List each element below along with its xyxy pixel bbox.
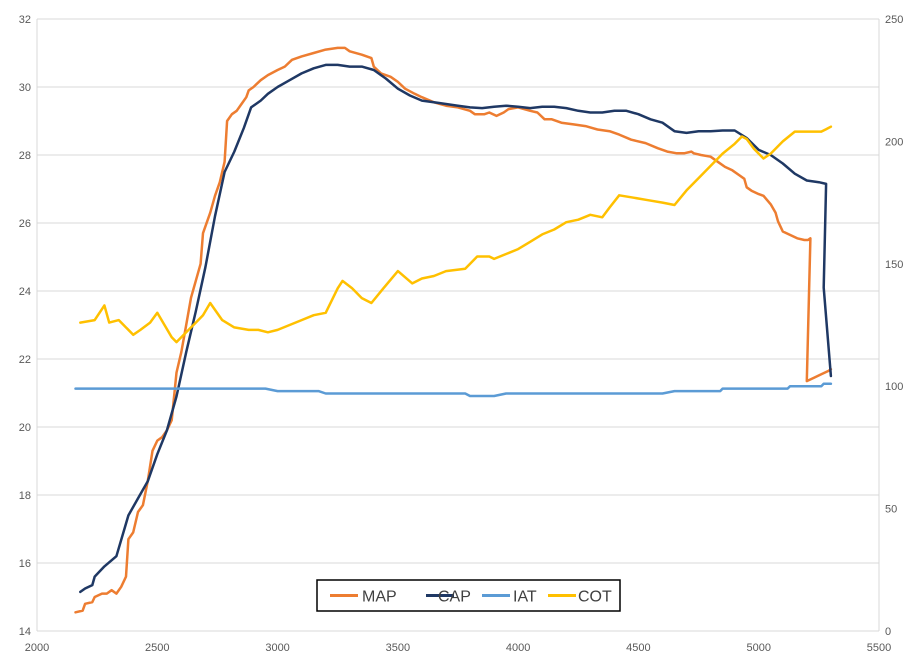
y-left-tick-label: 28: [19, 150, 31, 162]
x-tick-label: 3000: [265, 642, 289, 654]
y-left-tick-label: 16: [19, 558, 31, 570]
y-left-tick-label: 18: [19, 490, 31, 502]
y-left-tick-label: 32: [19, 14, 31, 26]
y-left-tick-label: 22: [19, 354, 31, 366]
series-iat-line: [74, 382, 833, 398]
axes: 14 16 18 20 22 24 26 28 30 32 0 50 100 150 200 250 2000 2…: [19, 14, 904, 654]
y-right-tick-label: 50: [885, 504, 897, 516]
x-tick-label: 4500: [626, 642, 650, 654]
legend-label-map: MAP: [362, 589, 397, 606]
gridlines: [36, 18, 880, 632]
y-left-tick-label: 30: [19, 82, 31, 94]
y-left-tick-label: 26: [19, 218, 31, 230]
y-left-tick-label: 24: [19, 286, 31, 298]
y-left-tick-label: 20: [19, 422, 31, 434]
y-right-tick-label: 250: [885, 14, 903, 26]
series-cot-line: [79, 125, 833, 344]
legend-label-cap: CAP: [438, 589, 471, 606]
y-right-tick-label: 0: [885, 626, 891, 638]
y-right-tick-label: 200: [885, 136, 903, 148]
legend: MAP CAP IAT COT: [316, 579, 621, 612]
y-left-tick-label: 14: [19, 626, 31, 638]
x-tick-label: 4000: [506, 642, 530, 654]
x-tick-label: 3500: [386, 642, 410, 654]
x-tick-label: 5000: [746, 642, 770, 654]
y-right-tick-label: 150: [885, 259, 903, 271]
x-tick-label: 5500: [867, 642, 891, 654]
y-right-tick-label: 100: [885, 381, 903, 393]
x-tick-label: 2000: [25, 642, 49, 654]
legend-label-cot: COT: [578, 589, 612, 606]
series-lines: [74, 46, 833, 614]
series-cap-line: [79, 63, 833, 594]
legend-label-iat: IAT: [513, 589, 537, 606]
x-tick-label: 2500: [145, 642, 169, 654]
